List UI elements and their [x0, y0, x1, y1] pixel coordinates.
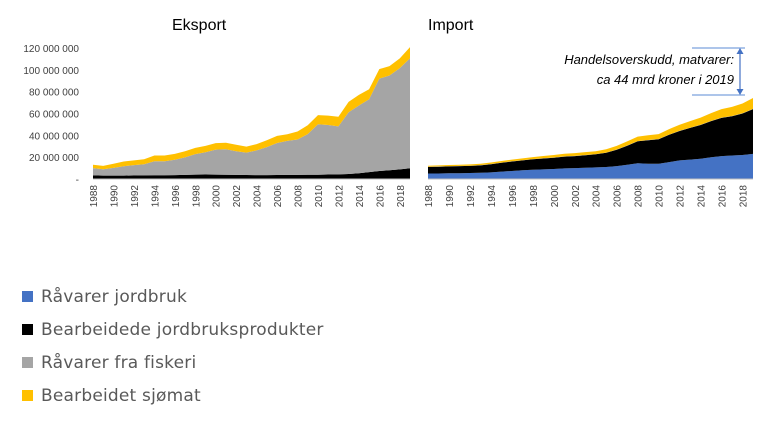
- y-tick-label: 40 000 000: [29, 131, 79, 142]
- y-tick-label: 20 000 000: [29, 153, 79, 164]
- x-tick-label: 1988: [424, 185, 435, 208]
- legend-item-bearbeidet-sjomat: Bearbeidet sjømat: [22, 379, 324, 412]
- x-tick-label: 2004: [253, 185, 264, 208]
- x-tick-label: 1992: [130, 185, 141, 208]
- legend-item-ravarer-fra-fiskeri: Råvarer fra fiskeri: [22, 346, 324, 379]
- y-tick-label: 100 000 000: [23, 66, 79, 77]
- x-tick-label: 2016: [375, 185, 386, 208]
- x-tick-label: 2018: [739, 185, 750, 208]
- legend-item-bearbeidede-jordbruksprodukter: Bearbeidede jordbruksprodukter: [22, 313, 324, 346]
- x-tick-label: 2006: [613, 185, 624, 208]
- x-tick-label: 2014: [355, 185, 366, 208]
- x-tick-label: 2002: [232, 185, 243, 208]
- x-tick-label: 2012: [334, 185, 345, 208]
- legend-swatch-bearbeidede-jordbruksprodukter: [22, 324, 33, 335]
- legend-label: Råvarer jordbruk: [41, 287, 187, 307]
- chart-eksport: Eksport - 20 000 000 40 000 000 60 000 000 80…: [23, 17, 410, 207]
- x-tick-label: 2004: [592, 185, 603, 208]
- x-tick-label: 2008: [294, 185, 305, 208]
- x-tick-label: 2002: [571, 185, 582, 208]
- x-tick-label: 1992: [466, 185, 477, 208]
- legend-swatch-bearbeidet-sjomat: [22, 390, 33, 401]
- y-tick-label: 120 000 000: [23, 44, 79, 55]
- annotation-arrow-up: [737, 48, 744, 54]
- chart-title: Import: [428, 17, 474, 34]
- x-tick-label: 2010: [655, 185, 666, 208]
- legend-swatch-ravarer-jordbruk: [22, 291, 33, 302]
- area-ravarer-fra-fiskeri: [93, 58, 410, 175]
- x-tick-label: 2014: [697, 185, 708, 208]
- annotation-text: ca 44 mrd kroner i 2019: [597, 72, 734, 87]
- x-tick-label: 2006: [273, 185, 284, 208]
- legend: Råvarer jordbruk Bearbeidede jordbrukspr…: [22, 280, 324, 412]
- x-tick-label: 1988: [89, 185, 100, 208]
- y-tick-label: 60 000 000: [29, 110, 79, 121]
- x-tick-label: 1998: [191, 185, 202, 208]
- annotation-arrow-down: [737, 89, 744, 95]
- x-tick-label: 2012: [676, 185, 687, 208]
- y-tick-label: 80 000 000: [29, 88, 79, 99]
- annotation-text: Handelsoverskudd, matvarer:: [564, 52, 734, 67]
- x-tick-label: 1998: [529, 185, 540, 208]
- x-tick-label: 2016: [718, 185, 729, 208]
- x-tick-label: 1994: [150, 185, 161, 208]
- legend-label: Bearbeidet sjømat: [41, 386, 201, 406]
- x-tick-label: 1990: [445, 185, 456, 208]
- y-tick-label: -: [76, 175, 79, 186]
- legend-item-ravarer-jordbruk: Råvarer jordbruk: [22, 280, 324, 313]
- legend-label: Bearbeidede jordbruksprodukter: [41, 320, 324, 340]
- x-tick-label: 2000: [212, 185, 223, 208]
- chart-title: Eksport: [172, 17, 227, 34]
- legend-swatch-ravarer-fra-fiskeri: [22, 357, 33, 368]
- x-tick-label: 2000: [550, 185, 561, 208]
- x-tick-label: 2010: [314, 185, 325, 208]
- x-tick-label: 1990: [109, 185, 120, 208]
- x-tick-label: 1996: [171, 185, 182, 208]
- legend-label: Råvarer fra fiskeri: [41, 353, 196, 373]
- x-tick-label: 2008: [634, 185, 645, 208]
- chart-import: Import 1988 1990 1992 1994 1996 1998 2000 2002 20…: [424, 17, 753, 207]
- x-tick-label: 1996: [508, 185, 519, 208]
- x-tick-label: 2018: [396, 185, 407, 208]
- x-tick-label: 1994: [487, 185, 498, 208]
